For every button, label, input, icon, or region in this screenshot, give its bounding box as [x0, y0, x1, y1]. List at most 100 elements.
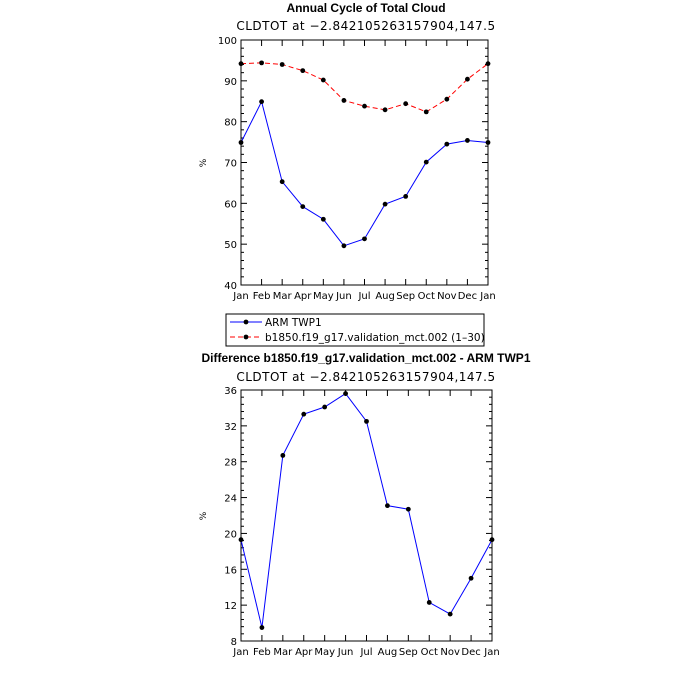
- x-tick-label: Apr: [294, 291, 312, 302]
- series-0-point: [465, 138, 470, 143]
- x-tick-label: Dec: [461, 647, 480, 658]
- x-tick-label: Aug: [378, 647, 398, 658]
- series-0-point: [362, 236, 367, 242]
- difference-chart: Difference b1850.f19_g17.validation_mct.…: [199, 351, 531, 658]
- chart1-series: [238, 60, 491, 249]
- x-tick-label: Jul: [359, 647, 372, 658]
- chart1-legend: ARM TWP1 b1850.f19_g17.validation_mct.00…: [225, 313, 485, 347]
- y-tick-label: 12: [224, 601, 237, 612]
- x-tick-label: Mar: [273, 647, 293, 658]
- plot-frame: [240, 389, 493, 642]
- series-0-point: [341, 243, 347, 249]
- series-line-0: [240, 100, 489, 247]
- series-1-point: [444, 96, 450, 102]
- series-0-point: [444, 141, 450, 147]
- series-0-point: [405, 506, 411, 512]
- series-0-point: [259, 625, 265, 630]
- series-0-point: [238, 537, 244, 543]
- x-tick-label: Jul: [357, 291, 370, 302]
- series-0-point: [300, 204, 306, 210]
- series-1-point: [259, 60, 264, 66]
- y-tick-label: 16: [224, 565, 237, 576]
- series-line-0: [240, 392, 493, 628]
- series-1-point: [362, 103, 367, 109]
- annual-cycle-chart: Annual Cycle of Total Cloud CLDTOT at −2…: [199, 1, 496, 347]
- series-1-point: [300, 68, 306, 74]
- series-0-point: [279, 179, 285, 185]
- y-tick-label: 36: [224, 386, 237, 397]
- series-0-point: [426, 600, 432, 605]
- y-tick-label: 40: [224, 281, 237, 292]
- series-0-point: [485, 140, 491, 145]
- x-tick-label: Jun: [335, 291, 352, 302]
- plot-frame: [240, 39, 489, 286]
- series-0-point: [403, 193, 409, 199]
- y-tick-label: 32: [224, 422, 237, 433]
- x-tick-label: Apr: [295, 647, 313, 658]
- x-tick-label: Oct: [418, 291, 435, 302]
- x-tick-label: Nov: [437, 291, 457, 302]
- x-tick-label: Dec: [458, 291, 477, 302]
- series-0-point: [343, 391, 348, 396]
- series-1-point: [382, 107, 388, 113]
- x-tick-label: Jun: [337, 647, 354, 658]
- x-tick-label: Aug: [375, 291, 395, 302]
- chart2-title: Difference b1850.f19_g17.validation_mct.…: [201, 351, 530, 365]
- y-tick-label: 90: [224, 77, 237, 88]
- series-0-point: [382, 201, 388, 207]
- legend-label-model: b1850.f19_g17.validation_mct.002 (1–30): [265, 332, 485, 344]
- series-1-point: [465, 76, 470, 82]
- y-tick-label: 50: [224, 240, 237, 251]
- series-0-point: [447, 611, 453, 617]
- y-tick-label: 60: [224, 199, 237, 210]
- x-tick-label: Feb: [253, 291, 271, 302]
- y-tick-label: 70: [224, 159, 237, 170]
- series-1-point: [279, 62, 285, 67]
- x-tick-label: Jan: [483, 647, 499, 658]
- series-1-point: [423, 109, 429, 115]
- series-0-point: [364, 418, 369, 424]
- x-tick-label: Jan: [232, 291, 248, 302]
- series-0-point: [423, 159, 429, 165]
- series-0-point: [320, 216, 326, 222]
- x-tick-label: Oct: [421, 647, 438, 658]
- series-0-point: [322, 404, 328, 410]
- series-0-point: [385, 503, 390, 509]
- chart2-y-axis-label: %: [199, 511, 209, 520]
- series-1-point: [341, 98, 347, 103]
- series-1-point: [320, 77, 326, 83]
- series-0-point: [468, 575, 474, 581]
- legend-label-arm-twp1: ARM TWP1: [265, 317, 322, 329]
- series-1-point: [238, 61, 244, 67]
- series-1-point: [485, 61, 491, 67]
- y-tick-label: 20: [224, 529, 237, 540]
- y-tick-label: 28: [224, 458, 237, 469]
- legend-entry-model: b1850.f19_g17.validation_mct.002 (1–30): [230, 332, 485, 344]
- chart1-title: Annual Cycle of Total Cloud: [286, 1, 445, 15]
- x-tick-label: Jan: [232, 647, 248, 658]
- series-0-point: [280, 453, 286, 458]
- series-0-point: [489, 537, 495, 543]
- chart1-subtitle: CLDTOT at −2.842105263157904,147.5: [236, 19, 495, 33]
- series-0-point: [301, 411, 307, 417]
- x-tick-label: May: [313, 291, 334, 302]
- y-tick-label: 100: [218, 36, 237, 47]
- series-1-point: [403, 101, 409, 107]
- x-tick-label: Mar: [273, 291, 293, 302]
- x-tick-label: Sep: [396, 291, 415, 302]
- x-tick-label: May: [314, 647, 335, 658]
- series-0-point: [259, 99, 264, 105]
- y-tick-label: 80: [224, 118, 237, 129]
- series-0-point: [238, 140, 244, 145]
- y-tick-label: 24: [224, 494, 237, 505]
- chart1-y-axis-label: %: [199, 158, 209, 167]
- chart2-series: [238, 391, 495, 630]
- chart2-subtitle: CLDTOT at −2.842105263157904,147.5: [236, 370, 495, 384]
- chart2-axes: 8 12 16 20 24 28 32 36 Jan Feb Mar Apr May Jun Jul Aug S…: [224, 386, 499, 658]
- x-tick-label: Sep: [399, 647, 418, 658]
- legend-entry-arm-twp1: ARM TWP1: [230, 317, 322, 329]
- legend-marker-arm-twp1: [243, 319, 249, 325]
- x-tick-label: Nov: [440, 647, 460, 658]
- y-tick-label: 8: [231, 637, 237, 648]
